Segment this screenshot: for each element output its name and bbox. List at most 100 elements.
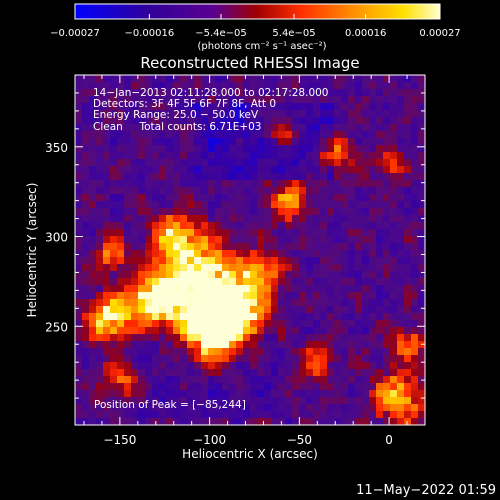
heatmap-cell	[215, 96, 223, 104]
heatmap-cell	[250, 180, 258, 188]
heatmap-cell	[327, 159, 335, 167]
heatmap-cell	[180, 271, 188, 279]
heatmap-cell	[173, 327, 181, 335]
heatmap-cell	[376, 229, 384, 237]
heatmap-cell	[327, 320, 335, 328]
heatmap-cell	[411, 215, 419, 223]
heatmap-cell	[264, 236, 272, 244]
heatmap-cell	[411, 418, 419, 426]
heatmap-cell	[194, 411, 202, 419]
heatmap-cell	[334, 257, 342, 265]
heatmap-cell	[418, 222, 426, 230]
heatmap-cell	[124, 82, 132, 90]
heatmap-cell	[89, 418, 97, 426]
heatmap-cell	[292, 264, 300, 272]
heatmap-cell	[187, 362, 195, 370]
heatmap-cell	[131, 285, 139, 293]
heatmap-cell	[166, 89, 174, 97]
heatmap-cell	[320, 131, 328, 139]
heatmap-cell	[341, 404, 349, 412]
heatmap-cell	[404, 173, 412, 181]
heatmap-cell	[159, 285, 167, 293]
heatmap-cell	[187, 369, 195, 377]
heatmap-cell	[152, 397, 160, 405]
heatmap-cell	[299, 257, 307, 265]
heatmap-cell	[369, 334, 377, 342]
heatmap-cell	[376, 362, 384, 370]
heatmap-cell	[299, 348, 307, 356]
heatmap-cell	[229, 334, 237, 342]
heatmap-cell	[187, 215, 195, 223]
heatmap-cell	[299, 173, 307, 181]
heatmap-cell	[236, 215, 244, 223]
heatmap-cell	[103, 173, 111, 181]
heatmap-cell	[187, 355, 195, 363]
heatmap-cell	[124, 313, 132, 321]
heatmap-cell	[278, 299, 286, 307]
heatmap-cell	[418, 271, 426, 279]
heatmap-cell	[285, 124, 293, 132]
heatmap-cell	[271, 236, 279, 244]
heatmap-cell	[222, 208, 230, 216]
heatmap-cell	[243, 306, 251, 314]
heatmap-cell	[271, 313, 279, 321]
heatmap-cell	[75, 369, 83, 377]
heatmap-cell	[180, 348, 188, 356]
heatmap-cell	[327, 376, 335, 384]
heatmap-cell	[110, 383, 118, 391]
heatmap-cell	[362, 257, 370, 265]
heatmap-cell	[173, 355, 181, 363]
heatmap-cell	[215, 89, 223, 97]
heatmap-cell	[215, 313, 223, 321]
heatmap-cell	[292, 187, 300, 195]
heatmap-cell	[89, 306, 97, 314]
heatmap-cell	[124, 299, 132, 307]
heatmap-cell	[313, 117, 321, 125]
heatmap-cell	[194, 243, 202, 251]
heatmap-cell	[194, 117, 202, 125]
heatmap-cell	[222, 264, 230, 272]
heatmap-cell	[285, 334, 293, 342]
heatmap-cell	[215, 376, 223, 384]
heatmap-cell	[117, 243, 125, 251]
heatmap-cell	[215, 208, 223, 216]
heatmap-cell	[383, 404, 391, 412]
heatmap-cell	[348, 180, 356, 188]
heatmap-cell	[131, 320, 139, 328]
heatmap-cell	[390, 376, 398, 384]
heatmap-cell	[292, 397, 300, 405]
heatmap-cell	[201, 397, 209, 405]
heatmap-cell	[201, 89, 209, 97]
heatmap-cell	[390, 404, 398, 412]
heatmap-cell	[397, 285, 405, 293]
heatmap-cell	[180, 306, 188, 314]
heatmap-cell	[390, 215, 398, 223]
heatmap-cell	[278, 89, 286, 97]
heatmap-cell	[271, 131, 279, 139]
heatmap-cell	[82, 341, 90, 349]
heatmap-cell	[75, 82, 83, 90]
heatmap-cell	[145, 383, 153, 391]
heatmap-cell	[397, 383, 405, 391]
heatmap-cell	[166, 138, 174, 146]
heatmap-cell	[159, 390, 167, 398]
colorbar-gradient	[74, 3, 441, 20]
heatmap-cell	[418, 173, 426, 181]
heatmap-cell	[418, 320, 426, 328]
heatmap-cell	[173, 138, 181, 146]
heatmap-cell	[411, 180, 419, 188]
heatmap-cell	[138, 103, 146, 111]
heatmap-cell	[278, 306, 286, 314]
heatmap-cell	[89, 390, 97, 398]
heatmap-cell	[362, 110, 370, 118]
heatmap-cell	[152, 341, 160, 349]
heatmap-cell	[348, 320, 356, 328]
heatmap-cell	[96, 271, 104, 279]
heatmap-cell	[145, 110, 153, 118]
heatmap-cell	[418, 313, 426, 321]
heatmap-cell	[194, 257, 202, 265]
heatmap-cell	[327, 236, 335, 244]
heatmap-cell	[390, 278, 398, 286]
heatmap-cell	[383, 383, 391, 391]
heatmap-cell	[264, 124, 272, 132]
